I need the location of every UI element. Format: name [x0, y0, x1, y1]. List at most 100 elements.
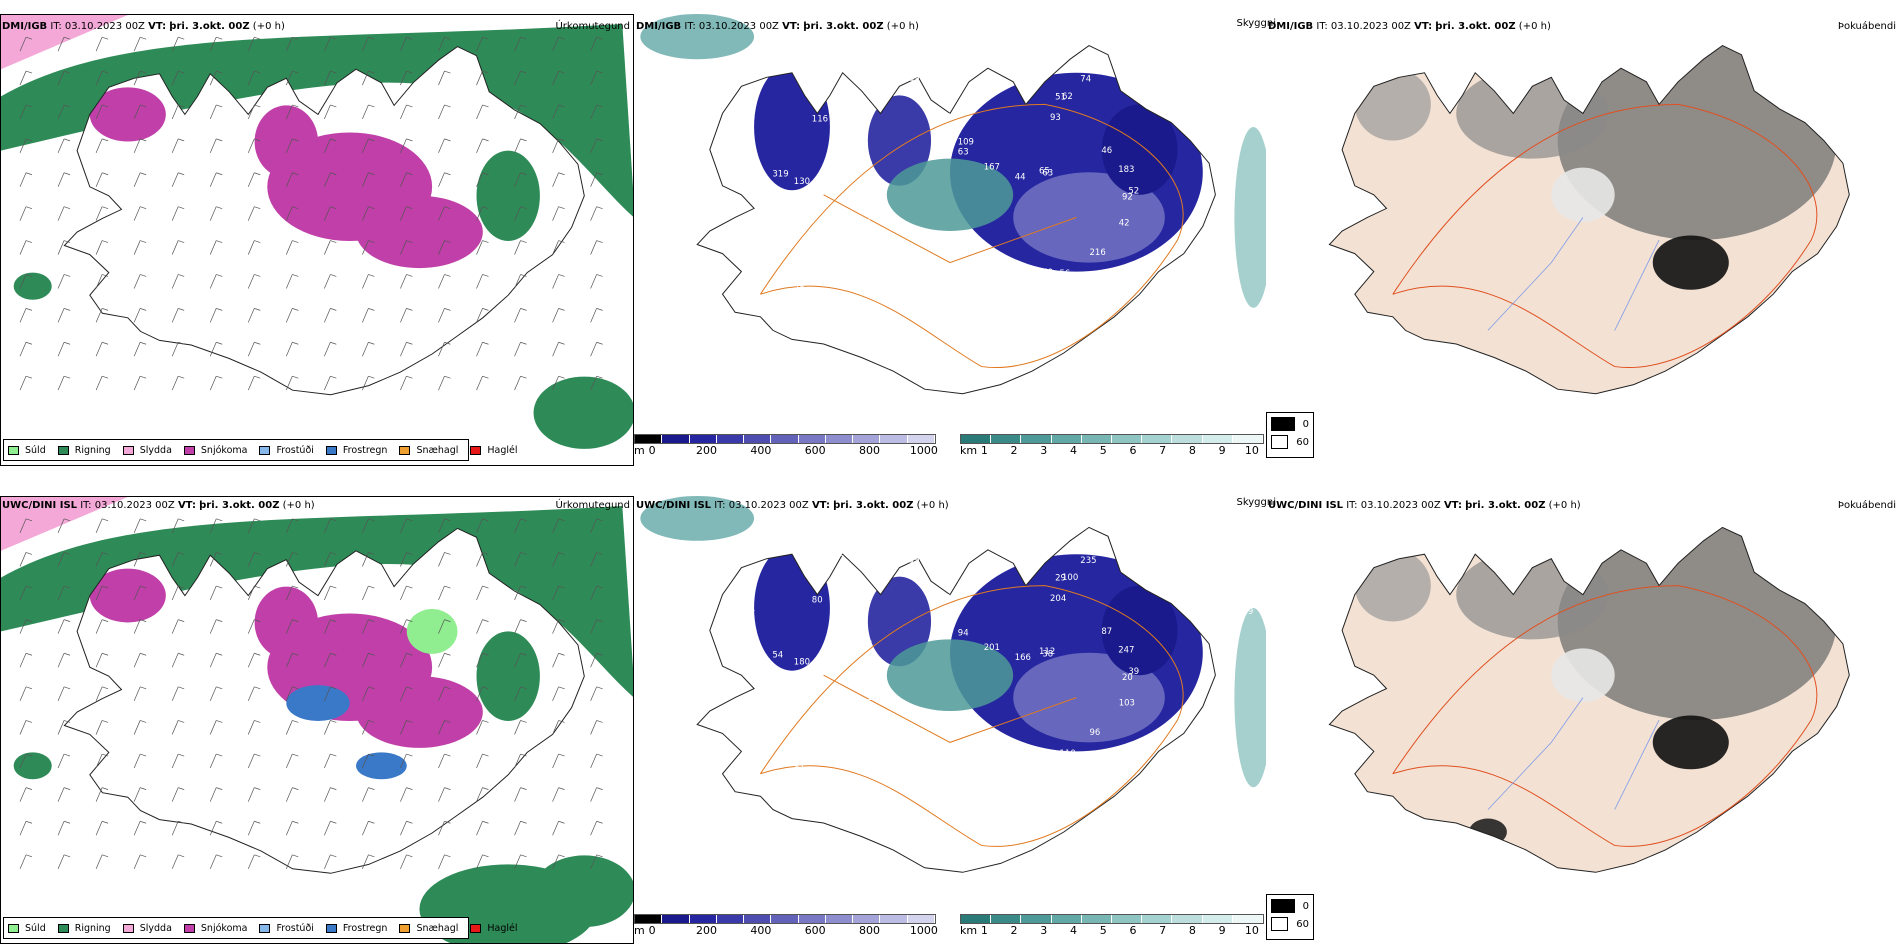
coastline [696, 526, 1216, 873]
panel-header-row1-fog: DMI/IGB IT: 03.10.2023 00Z VT: þri. 3.ok… [1266, 18, 1900, 36]
visibility-colorbar: km 1 2 3 4 5 6 7 8 9 10 [960, 434, 1264, 460]
colorbar-tick-label: 4 [1069, 924, 1077, 937]
cloud-base-value: 46 [850, 725, 861, 735]
colorbar-swatch [1051, 435, 1082, 443]
colorbar-swatch [1051, 915, 1082, 923]
colorbar-swatch [744, 915, 772, 923]
cloud-base-value: 103 [949, 514, 965, 524]
init-time-label: IT: [1316, 21, 1328, 32]
colorbar-swatch [1112, 435, 1143, 443]
precip-legend-item: Snæhagl [399, 445, 458, 456]
fog-indicator-map [1328, 526, 1850, 873]
cloud-base-value: 72 [941, 550, 952, 560]
cloud-base-value: 99 [909, 556, 920, 566]
precip-legend-item: Frostregn [325, 922, 388, 934]
colorbar-tick-label: 10 [1244, 444, 1259, 457]
cloud-base-value: 112 [1039, 647, 1055, 657]
legend-label: Slydda [139, 444, 172, 456]
colorbar-tick-label: 200 [695, 924, 717, 937]
cloud-base-value: 77 [1164, 74, 1175, 84]
land-fog [1329, 527, 1850, 873]
coastline [1328, 45, 1850, 395]
legend-swatch [183, 445, 195, 455]
colorbar-tick-label: 1000 [909, 924, 938, 937]
colorbar-tick-label: 600 [804, 444, 826, 457]
colorbar-tick-label: 7 [1159, 444, 1167, 457]
cloud-base-value: 104 [739, 605, 755, 615]
fog-legend-label: 60 [1296, 918, 1309, 930]
fog-legend-swatch-60 [1271, 917, 1289, 931]
cloud-base-value: 65 [1039, 167, 1050, 177]
colorbar-swatch [961, 435, 992, 443]
cloud-base-value: 69 [909, 74, 920, 84]
colorbar-tick-label: 3 [1040, 444, 1048, 457]
colorbar-tick-label: 1 [980, 924, 988, 937]
lead-time: (+0 h) [252, 21, 285, 32]
colorbar-swatch [991, 915, 1022, 923]
colorbar-swatch [744, 435, 772, 443]
cloud-base-value: 318 [1200, 568, 1216, 578]
fog-legend-swatch-0 [1271, 417, 1295, 431]
lead-time: (+0 h) [886, 21, 919, 32]
cloud-base-value: 96 [1090, 728, 1101, 738]
colorbar-swatch [662, 435, 690, 443]
init-time-label: IT: [714, 500, 726, 511]
cloud-base-value: 38 [1042, 649, 1053, 659]
colorbar-swatch [880, 915, 908, 923]
valid-time-label: VT: [148, 21, 167, 32]
panel-header-row2-fog: UWC/DINI ISL IT: 03.10.2023 00Z VT: þri.… [1266, 497, 1900, 515]
cloud-base-value: 40 [949, 33, 960, 43]
cloud-base-value: 199 [1237, 607, 1253, 617]
land-cloud-base [697, 45, 1216, 394]
colorbar-ticks: km 1 2 3 4 5 6 7 8 9 10 [960, 924, 1264, 938]
cloud-base-labels: 199 130 99 72 57 69 75 116 59 319 86 303 122 72 63 51 52… [739, 23, 1248, 294]
precip-legend-item: Slydda [122, 923, 172, 934]
cloud-base-value: 45 [965, 23, 976, 33]
colorbar-swatch [1202, 915, 1233, 923]
cloud-base-value: 167 [984, 162, 1000, 172]
colorbar-tick-label: 1000 [909, 444, 938, 457]
model-source: DMI/IGB [2, 21, 48, 32]
precip-type-legend: Súld Rigning Slydda Snjókoma Frostúði Frostre… [3, 439, 518, 461]
cloud-base-value: 57 [739, 124, 750, 134]
precip-type-panel-row1: Súld Rigning Slydda Snjókoma Frostúði Frostre… [0, 14, 634, 466]
legend-swatch [259, 923, 271, 933]
sleet-area [1, 15, 128, 70]
colorbar-tick-label: 600 [804, 924, 826, 937]
cloud-base-value: 303 [850, 245, 866, 255]
model-source: DMI/IGB [1268, 21, 1314, 32]
colorbar-swatch [853, 915, 881, 923]
colorbar-swatch [1232, 435, 1264, 443]
panel-title: Skyggni [1236, 497, 1276, 508]
cloud-base-value: 52 [1128, 187, 1139, 197]
colorbar-unit: km [960, 924, 978, 937]
cloud-base-value: 92 [1122, 193, 1133, 203]
colorbar-swatch [991, 435, 1022, 443]
cloud-base-value: 74 [1080, 74, 1091, 84]
land-fog [1329, 45, 1850, 394]
fog-legend-label: 0 [1302, 418, 1309, 430]
colorbar-tick-label: 0 [648, 444, 656, 457]
lead-time: (+0 h) [1548, 500, 1581, 511]
road-network [1392, 585, 1818, 847]
cloud-base-value: 205 [1001, 758, 1017, 768]
cloud-base-value: 167 [849, 623, 865, 633]
colorbar-tick-label: 1 [980, 444, 988, 457]
fog-legend-swatch-0 [1271, 899, 1295, 913]
precip-type-map [1, 497, 633, 943]
precip-type-legend: Súld Rigning Slydda Snjókoma Frostúði Frostre… [3, 917, 518, 939]
cloud-base-value: 56 [1060, 269, 1071, 279]
visibility-fields [640, 14, 1266, 308]
legend-label: Frostregn [342, 922, 388, 934]
cloud-base-value: 39 [1128, 667, 1139, 677]
colorbar-swatch [1142, 435, 1173, 443]
colorbar-swatch [771, 915, 799, 923]
colorbar-tick-label: 8 [1188, 444, 1196, 457]
cloud-base-value: 235 [1080, 556, 1096, 566]
cloud-base-visibility-map: 199 130 99 72 57 69 75 116 59 319 86 303 122 72 63 51 52… [640, 14, 1266, 395]
cloud-base-value: 319 [772, 170, 788, 180]
wind-barbs [19, 36, 603, 391]
fog-legend-label: 60 [1296, 436, 1309, 448]
sleet-area [1, 497, 128, 551]
precip-legend-item: Haglél [470, 923, 518, 934]
